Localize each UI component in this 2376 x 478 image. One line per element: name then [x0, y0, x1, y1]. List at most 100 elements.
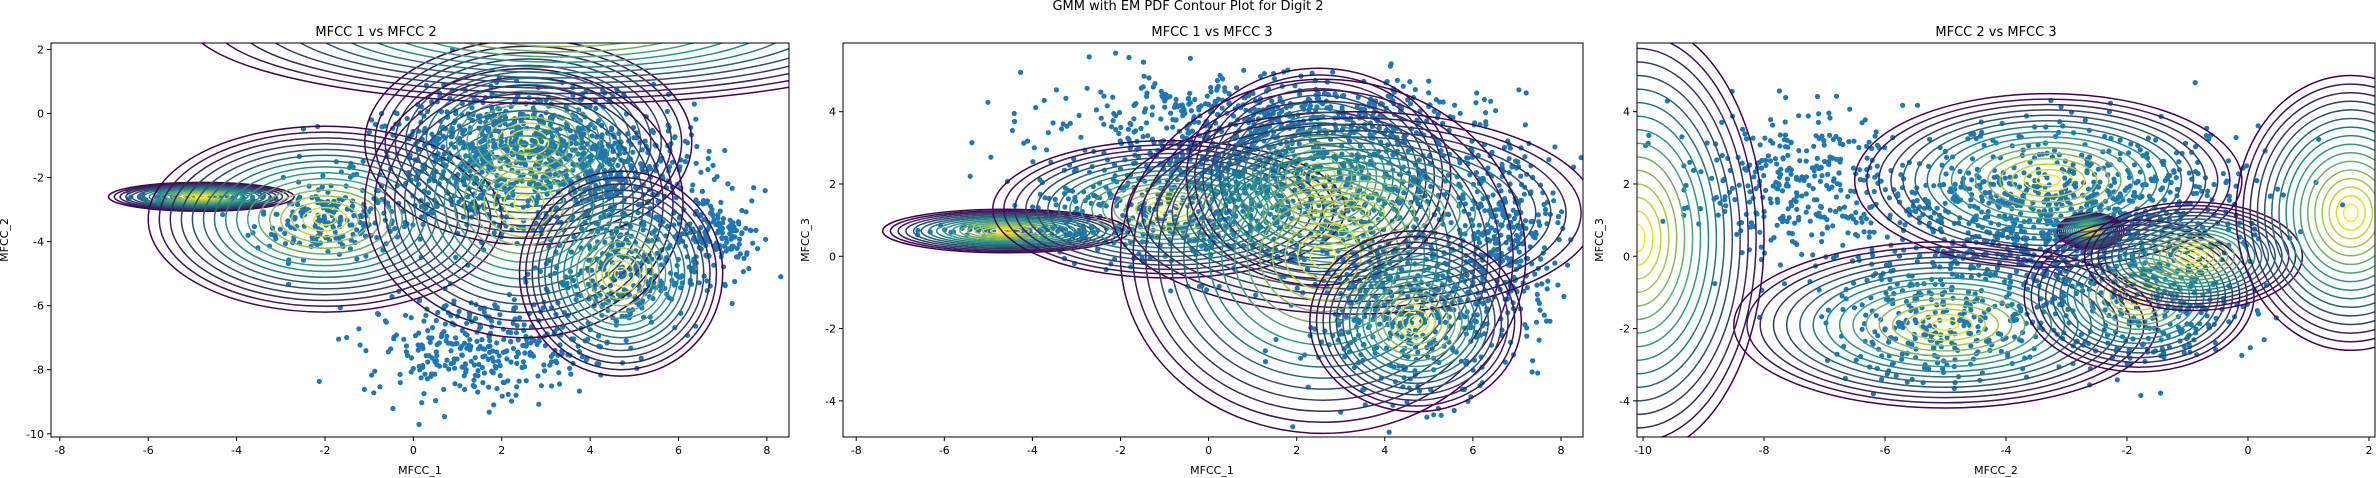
data-point [1541, 201, 1547, 208]
data-point [1339, 151, 1345, 157]
data-point [403, 343, 410, 349]
data-point [1555, 220, 1561, 226]
data-point [467, 159, 473, 165]
data-point [1187, 55, 1193, 61]
data-point [595, 118, 602, 124]
data-point [1162, 104, 1168, 110]
data-point [736, 241, 742, 247]
data-point [502, 185, 508, 191]
data-point [432, 371, 438, 377]
contour-ring [403, 43, 725, 63]
data-point [2275, 186, 2281, 192]
data-point [277, 226, 283, 232]
data-point [596, 361, 602, 367]
data-point [1388, 61, 1394, 67]
data-point [1541, 245, 1547, 251]
data-point [693, 197, 699, 203]
data-point [434, 362, 440, 368]
data-point [1506, 156, 1512, 162]
contour-ring [249, 43, 789, 95]
data-point [689, 187, 695, 194]
contour-ring [291, 201, 359, 238]
data-point [1245, 93, 1252, 99]
data-point [297, 194, 303, 200]
contour-ring [443, 135, 605, 272]
data-point [274, 211, 280, 217]
data-point [1140, 84, 1146, 90]
data-point [541, 362, 547, 368]
contour-ring [1328, 247, 1503, 396]
contour-ring [493, 177, 555, 230]
contour-ring [1375, 286, 1456, 356]
data-point [479, 364, 485, 371]
subplot-1-plot-area [107, 43, 789, 428]
data-point [548, 359, 555, 365]
data-point [704, 198, 711, 204]
data-point [718, 199, 724, 205]
data-point [1241, 67, 1247, 73]
data-point [1920, 211, 1926, 218]
data-point [292, 216, 298, 222]
data-point [457, 383, 463, 389]
data-point [501, 379, 507, 386]
data-point [1110, 118, 1116, 124]
x-tick-label: 8 [763, 444, 770, 457]
data-point [463, 153, 469, 159]
data-point [347, 222, 353, 228]
data-point [1475, 229, 1481, 235]
data-point [497, 312, 503, 318]
contour-ring [959, 222, 1053, 240]
data-point [423, 312, 429, 318]
data-point [719, 236, 725, 242]
data-point [1544, 265, 1550, 271]
data-point [1516, 249, 1522, 255]
contour-ring [1003, 144, 1335, 275]
data-point [479, 169, 485, 175]
data-point [727, 231, 733, 237]
data-point [1339, 105, 1345, 111]
data-point [690, 265, 697, 271]
data-point [602, 239, 608, 245]
data-point [2058, 104, 2064, 110]
contour-ring [191, 148, 459, 290]
data-point [354, 256, 360, 262]
data-point [538, 225, 544, 231]
data-point [1290, 424, 1296, 430]
data-point [753, 227, 759, 233]
data-point [563, 172, 569, 178]
data-point [481, 309, 487, 315]
data-point [510, 345, 516, 352]
data-point [1517, 225, 1523, 231]
data-point [1523, 225, 1529, 231]
data-point [499, 393, 505, 399]
data-point [443, 303, 449, 309]
data-point [1407, 79, 1413, 85]
contour-ring [431, 43, 696, 58]
data-point [1158, 116, 1164, 122]
data-point [1542, 206, 1549, 213]
data-point [508, 339, 514, 345]
data-point [1898, 172, 1904, 178]
contour-ring [1395, 303, 1437, 339]
data-point [461, 127, 468, 133]
contour-ring [613, 266, 629, 281]
data-point [520, 204, 526, 210]
data-point [1298, 355, 1304, 361]
data-point [1473, 100, 1479, 106]
data-point [755, 246, 761, 252]
contour-ring [1025, 152, 1313, 266]
contour-ring [302, 206, 348, 232]
data-point [2131, 162, 2137, 168]
data-point [2139, 193, 2145, 200]
data-point [384, 200, 391, 206]
data-point [513, 392, 519, 398]
data-point [494, 386, 500, 392]
data-point [724, 239, 730, 245]
data-point [704, 278, 710, 284]
contour-ring [274, 43, 789, 90]
data-point [547, 115, 553, 121]
figure-title: GMM with EM PDF Contour Plot for Digit 2 [1052, 0, 1323, 14]
data-point [725, 181, 731, 187]
data-point [1138, 125, 1144, 132]
